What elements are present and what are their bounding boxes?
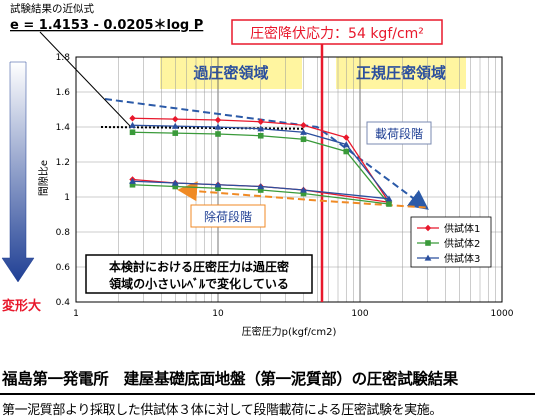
data-point [214,181,222,188]
data-point [129,129,136,136]
data-point [257,132,264,139]
page-caption: 第一泥質部より採取した供試体３体に対して段階載荷による圧密試験を実施。 [2,403,442,418]
data-point [342,141,350,148]
data-point [129,121,136,128]
axis-ticks: 1 10 100 1000 0.4 0.6 0.8 1 1.2 1.4 1.6 1.8 [56,53,514,319]
data-point [172,115,179,123]
approx-title: 試験結果の近似式 [10,2,94,15]
data-point [171,179,179,186]
unloading-label-box [190,204,266,228]
page-heading: 福島第一発電所 建屋基礎底面地盤（第一泥質部）の圧密試験結果 [2,370,459,388]
data-point [257,183,265,190]
data-point [424,224,432,232]
y-tick-label: 0.6 [56,263,71,273]
formula-leader-line [39,31,132,128]
x-axis-label: 圧密圧力p(kgf/cm2) [242,325,337,338]
loading-label: 載荷段階 [375,126,423,141]
data-point [257,118,264,125]
data-point [425,240,431,246]
y-tick-label: 1.2 [56,158,70,168]
data-point [215,185,221,192]
y-axis-label: 間隙比e [37,160,50,196]
data-point [300,186,307,193]
data-point [300,128,307,135]
loading-label-box [366,121,432,145]
plot-frame [75,56,503,303]
yield-stress-text: 圧密降伏応力：54 kgf/cm² [250,25,424,42]
unloading-label: 除荷段階 [204,209,252,224]
x-tick-label: 10 [212,309,224,319]
over-consolidated-label: 過圧密領域 [192,64,268,82]
y-tick-label: 0.4 [56,298,71,308]
data-point [257,125,265,132]
normally-consolidated-region [336,57,466,89]
data-point [214,123,222,130]
heading-rule [0,393,535,395]
series-group [129,115,393,207]
y-tick-label: 1 [64,193,70,203]
legend-label: 供試体2 [444,237,480,250]
note-line1: 本検討における圧密圧力は過圧密 [109,259,289,274]
y-tick-label: 1.6 [56,88,71,98]
data-point [300,136,307,143]
loading-arrow [104,98,429,210]
data-point [300,122,307,129]
data-point [215,131,221,137]
deformation-arrow [1,61,35,283]
data-point [172,183,179,190]
note-box [85,254,313,294]
data-point [172,130,179,136]
data-point [300,190,307,197]
legend-label: 供試体1 [444,222,480,235]
over-consolidated-region [160,57,302,89]
x-tick-label: 100 [351,309,368,319]
y-tick-label: 1.8 [56,53,71,63]
normally-consolidated-label: 正規圧密領域 [356,64,446,82]
series-line-3 [132,124,391,200]
note-line2: 領域の小さいﾚﾍﾞﾙで変化している [108,276,289,291]
data-point [257,187,264,193]
y-tick-label: 1.4 [56,123,71,133]
data-point [214,116,222,124]
legend-entries: 供試体1 供試体2 供試体3 [417,222,480,265]
x-tick-label: 1000 [491,309,514,319]
legend [410,216,492,268]
y-tick-label: 0.8 [56,228,71,238]
legend-label: 供試体3 [444,252,480,265]
data-point [343,134,350,141]
deformation-label: 変形大 [2,298,41,314]
data-point [424,254,432,261]
data-point [129,181,136,188]
data-point [171,122,179,129]
data-point [386,201,392,207]
data-point [129,115,136,122]
approx-formula: e = 1.4153 - 0.0205＊log P [10,18,203,33]
series-line-2 [132,131,391,205]
data-point [343,148,350,155]
data-point [129,177,136,184]
data-point [385,195,393,202]
x-tick-label: 1 [73,309,79,319]
yield-stress-box [231,19,443,45]
